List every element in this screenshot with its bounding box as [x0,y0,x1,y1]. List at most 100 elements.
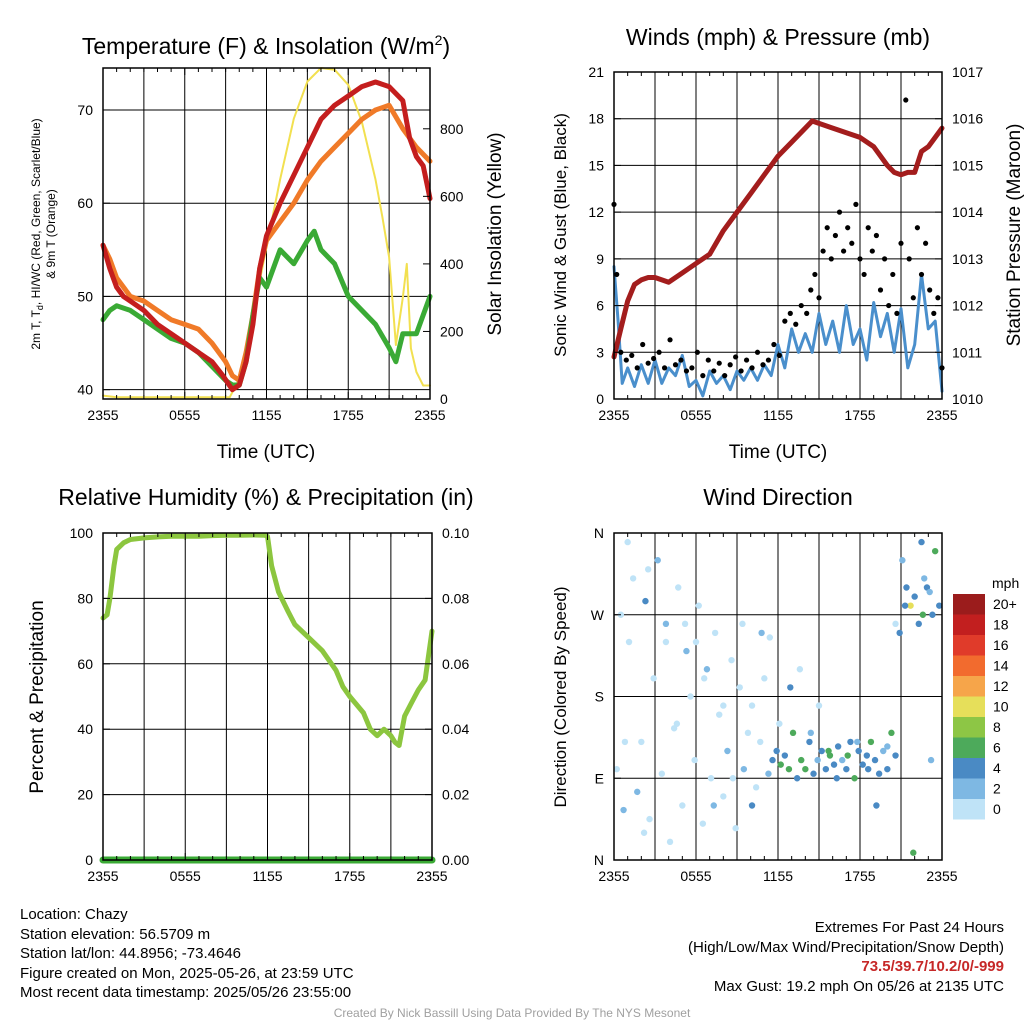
wind-series [611,97,945,398]
direction-point [707,775,715,782]
direction-point [781,752,789,759]
precip-ytick-label: 0.00 [442,852,469,868]
gust-point [771,341,777,348]
gust-point [645,360,651,366]
direction-point [662,620,670,628]
speed-legend-swatch [953,778,985,799]
humidity-line [100,532,435,748]
direction-point [814,756,821,764]
temperature-panel: Temperature (F) & Insolation (W/m2) 2355… [29,32,506,463]
wind-xtick-label: 2355 [926,407,957,423]
humidity-xtick-label: 1155 [252,868,282,884]
temperature-line [100,79,433,393]
direction-point [931,547,939,555]
wind-ytick-label: 3 [596,344,604,360]
station-latlon: Station lat/lon: 44.8956; -73.4646 [20,945,242,962]
direction-point [729,775,737,782]
figure-created: Figure created on Mon, 2025-05-26, at 23… [20,964,354,982]
gust-point [869,248,875,254]
direction-point [638,738,645,746]
direction-point [744,729,752,737]
gust-point [890,271,896,278]
direction-point [815,702,823,709]
pressure-ytick-label: 1017 [952,64,983,80]
speed-legend-label: 18 [993,617,1009,633]
direction-point [644,566,652,573]
direction-point [692,638,700,646]
precip-ytick-label: 0.10 [442,525,469,541]
direction-point [673,720,681,727]
direction-point [929,611,936,618]
wind-xlabel: Time (UTC) [729,442,828,463]
direction-point [701,675,708,682]
gust-point [882,256,888,262]
direction-ytick-label: E [595,770,604,786]
direction-point [716,711,723,718]
direction-point [899,557,906,564]
gust-point [857,256,863,262]
direction-ytick-label: W [591,607,605,623]
humidity-panel: Relative Humidity (%) & Precipitation (i… [27,484,474,884]
gust-point [903,97,909,103]
direction-point [915,620,922,628]
wind-xtick-label: 1155 [763,407,793,423]
speed-legend-label: 12 [993,678,1009,694]
direction-point [681,620,689,628]
direction-point [789,729,797,737]
direction-point [736,684,743,691]
gust-point [865,225,871,231]
gust-point [841,248,847,254]
gust-point [678,357,684,363]
direction-point [642,597,649,605]
direction-point [720,702,727,709]
direction-point [691,756,698,764]
wind-ticks: 2355 0555 1155 1755 235503691215182110101011… [588,64,983,423]
speed-legend-label: 4 [993,760,1001,776]
gust-point [749,365,755,371]
gust-point [793,321,799,327]
gust-point [689,365,695,371]
gust-point [898,240,904,246]
direction-point [926,588,933,596]
wind-ytick-label: 0 [596,391,604,407]
direction-point [683,647,690,655]
speed-legend-swatch [953,758,985,779]
direction-point [907,602,914,609]
temperature-xlabel: Time (UTC) [217,442,316,463]
direction-point [910,849,917,856]
direction-point [787,684,794,691]
direction-point [847,738,854,746]
direction-ytick-label: S [595,689,604,705]
direction-point [728,656,735,664]
gust-point [853,201,859,207]
wind-ylabel: Sonic Wind & Gust (Blue, Black) [551,113,570,357]
direction-point [699,820,707,827]
precip-ytick-label: 0.04 [442,721,469,737]
temperature-title: Temperature (F) & Insolation (W/m2) [82,32,450,59]
direction-point [621,738,629,746]
speed-legend-swatch [953,655,985,676]
humidity-title: Relative Humidity (%) & Precipitation (i… [58,484,473,510]
wind-panel: Winds (mph) & Pressure (mb) 2355 0555 1155… [551,24,1024,463]
direction-point [613,765,620,773]
direction-point [732,825,739,832]
direction-point [739,620,746,628]
direction-point [675,584,682,591]
temperature-ylabel: 2m T, Td, HI/WC (Red, Green, Scarlet/Blu… [29,118,45,349]
gust-point [661,365,668,371]
direction-xtick-label: 0555 [680,868,711,884]
speed-legend-label: 10 [993,699,1009,715]
direction-point [855,747,862,755]
direction-point [806,738,813,746]
gust-point [623,357,629,363]
direction-point [624,538,631,546]
direction-point [892,620,899,628]
speed-legend-swatch [953,635,985,656]
direction-point [921,575,928,582]
direction-point [871,756,879,764]
gust-point [927,287,933,293]
wind-ytick-label: 21 [588,64,604,80]
humidity-ytick-label: 0 [85,852,93,868]
direction-point [903,584,910,591]
gust-point [828,256,834,262]
